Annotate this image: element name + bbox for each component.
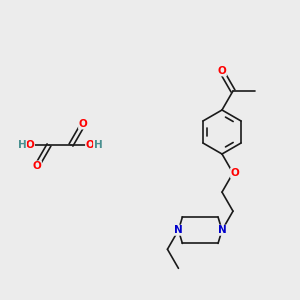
Text: N: N (218, 225, 226, 235)
Text: O: O (231, 168, 239, 178)
Text: N: N (174, 225, 183, 235)
Text: O: O (85, 140, 94, 150)
Text: H: H (94, 140, 102, 150)
Text: O: O (79, 119, 87, 129)
Text: O: O (26, 140, 34, 150)
Text: O: O (33, 161, 41, 171)
Text: O: O (218, 66, 226, 76)
Text: H: H (18, 140, 26, 150)
